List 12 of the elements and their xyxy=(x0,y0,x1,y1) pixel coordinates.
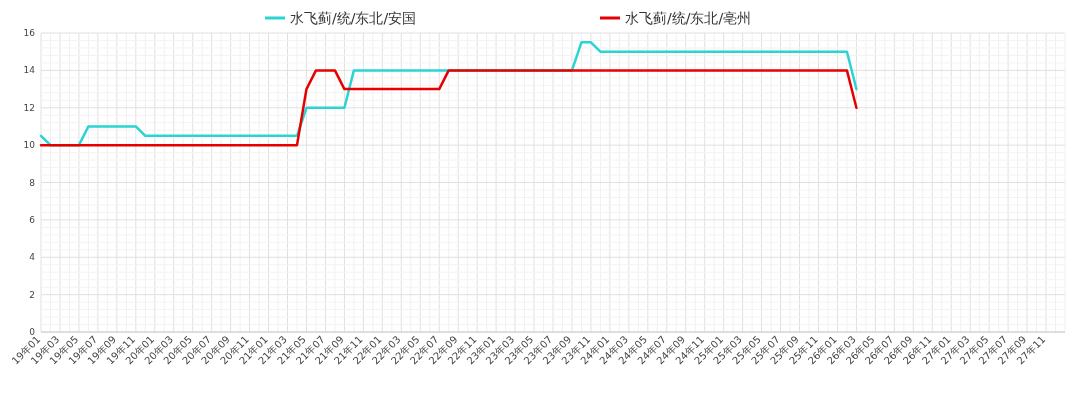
y-tick-label: 4 xyxy=(29,252,36,263)
y-tick-label: 2 xyxy=(29,289,35,300)
legend-label: 水飞蓟/统/东北/安国 xyxy=(290,10,417,26)
y-tick-label: 14 xyxy=(23,65,36,76)
legend-label: 水飞蓟/统/东北/亳州 xyxy=(625,10,752,26)
line-series xyxy=(39,69,858,147)
y-tick-label: 10 xyxy=(23,140,36,151)
y-tick-label: 12 xyxy=(23,102,35,113)
y-tick-label: 8 xyxy=(29,177,36,188)
y-tick-label: 6 xyxy=(29,214,36,225)
y-tick-label: 16 xyxy=(23,28,36,38)
y-tick-label: 0 xyxy=(29,327,36,337)
